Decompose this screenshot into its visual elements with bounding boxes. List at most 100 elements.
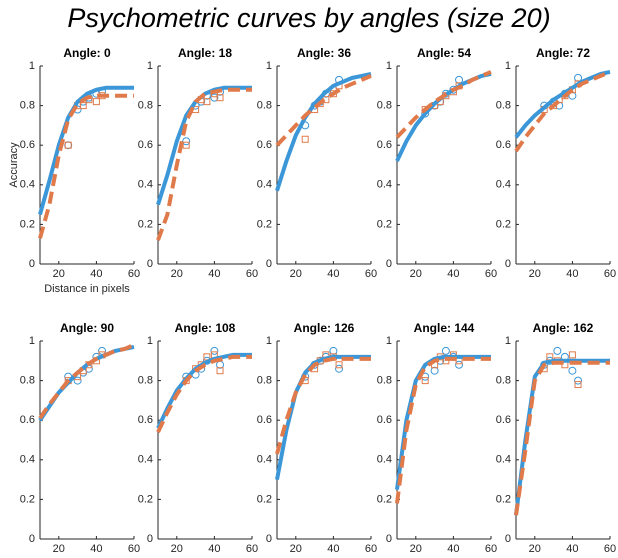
subplot-title: Angle: 162	[533, 321, 594, 335]
data-point	[301, 135, 309, 143]
x-tick-label: 20	[53, 543, 65, 555]
x-tick-label: 20	[529, 268, 541, 280]
x-tick-label: 60	[604, 543, 616, 555]
y-tick-label: 0.4	[257, 179, 272, 191]
data-point	[455, 75, 464, 84]
y-tick-label: 0	[505, 533, 511, 545]
y-tick-label: 1	[266, 60, 272, 72]
y-tick-label: 0.6	[257, 414, 272, 426]
x-tick-label: 60	[128, 543, 140, 555]
y-tick-label: 0	[29, 533, 35, 545]
x-tick-label: 40	[566, 268, 578, 280]
data-point	[210, 346, 219, 355]
y-tick-label: 1	[505, 335, 511, 347]
subplot: Angle: 90 0 0.2 0.4 0.6 0.8 1 20 40 60	[20, 321, 140, 555]
subplot: Angle: 18 0 0.2 0.4 0.6 0.8 1 20 40 60	[138, 46, 258, 280]
data-point	[79, 102, 87, 110]
data-point	[553, 346, 562, 355]
y-tick-label: 0.8	[138, 375, 153, 387]
y-tick-label: 0.6	[377, 139, 392, 151]
y-tick-label: 0.8	[138, 100, 153, 112]
y-tick-label: 0	[266, 533, 272, 545]
y-tick-label: 0.8	[257, 100, 272, 112]
y-tick-label: 1	[147, 60, 153, 72]
subplot-title: Angle: 108	[175, 321, 236, 335]
fit-curve	[395, 356, 491, 504]
x-tick-label: 60	[365, 268, 377, 280]
fit-curve	[395, 71, 492, 162]
y-tick-label: 0.6	[20, 414, 35, 426]
y-tick-label: 0.8	[20, 100, 35, 112]
data-point	[329, 346, 338, 355]
figure-title: Psychometric curves by angles (size 20)	[67, 3, 550, 33]
subplot: Angle: 162 0 0.2 0.4 0.6 0.8 1 20 40 60	[496, 321, 616, 555]
x-tick-label: 20	[290, 268, 302, 280]
data-point	[441, 346, 450, 355]
subplot: Angle: 72 0 0.2 0.4 0.6 0.8 1 20 40 60	[496, 46, 616, 280]
x-tick-label: 20	[529, 543, 541, 555]
y-tick-label: 0.6	[138, 414, 153, 426]
y-tick-label: 0.8	[377, 100, 392, 112]
fit-curve	[38, 85, 134, 216]
y-tick-label: 0.6	[138, 139, 153, 151]
y-tick-label: 1	[386, 60, 392, 72]
y-tick-label: 0	[386, 533, 392, 545]
subplot-title: Angle: 126	[294, 321, 355, 335]
y-tick-label: 0.4	[20, 179, 35, 191]
y-tick-label: 0.4	[257, 454, 272, 466]
y-tick-label: 0.8	[496, 375, 511, 387]
fit-curve	[395, 70, 492, 139]
y-tick-label: 1	[386, 335, 392, 347]
x-tick-label: 60	[485, 543, 497, 555]
y-tick-label: 0.6	[496, 139, 511, 151]
x-tick-label: 40	[90, 268, 102, 280]
subplot-title: Angle: 90	[60, 321, 114, 335]
data-point	[574, 376, 583, 385]
subplot-title: Angle: 0	[63, 46, 111, 60]
y-tick-label: 1	[29, 335, 35, 347]
data-point	[430, 366, 439, 375]
y-tick-label: 0.2	[377, 218, 392, 230]
fit-curve	[275, 356, 371, 455]
y-tick-label: 0.2	[20, 218, 35, 230]
data-point	[574, 73, 583, 82]
data-point	[182, 141, 190, 149]
data-point	[73, 376, 82, 385]
subplot: Angle: 54 0 0.2 0.4 0.6 0.8 1 20 40 60	[377, 46, 497, 280]
data-point	[216, 367, 224, 375]
y-tick-label: 0	[147, 258, 153, 270]
fit-curve	[156, 354, 252, 433]
x-tick-label: 40	[327, 543, 339, 555]
y-tick-label: 0.6	[20, 139, 35, 151]
x-tick-label: 60	[246, 543, 258, 555]
data-point	[574, 381, 582, 389]
fit-curve	[514, 358, 610, 516]
data-point	[182, 137, 191, 146]
fit-curve	[275, 74, 372, 147]
y-tick-label: 0.4	[20, 454, 35, 466]
y-tick-label: 0.2	[257, 493, 272, 505]
y-tick-label: 0.2	[257, 218, 272, 230]
y-tick-label: 1	[147, 335, 153, 347]
data-point	[210, 93, 219, 102]
subplot: Angle: 126 0 0.2 0.4 0.6 0.8 1 20 40 60	[257, 321, 377, 555]
x-axis-label: Distance in pixels	[44, 283, 130, 295]
y-tick-label: 0	[505, 258, 511, 270]
x-tick-label: 40	[90, 543, 102, 555]
subplot: Angle: 0 0 0.2 0.4 0.6 0.8 1 20 40 60 Accuracy Dist…	[8, 46, 140, 295]
data-point	[64, 141, 72, 149]
subplot-title: Angle: 36	[297, 46, 351, 60]
y-axis-label: Accuracy	[8, 142, 20, 188]
x-tick-label: 20	[53, 268, 65, 280]
y-tick-label: 0.2	[138, 218, 153, 230]
x-tick-label: 60	[604, 268, 616, 280]
y-tick-label: 0.8	[20, 375, 35, 387]
y-tick-label: 0.8	[496, 100, 511, 112]
y-tick-label: 0.6	[377, 414, 392, 426]
fit-curve	[275, 71, 372, 192]
data-point	[216, 94, 224, 102]
y-tick-label: 0.6	[257, 139, 272, 151]
data-point	[335, 361, 343, 369]
x-tick-label: 60	[128, 268, 140, 280]
